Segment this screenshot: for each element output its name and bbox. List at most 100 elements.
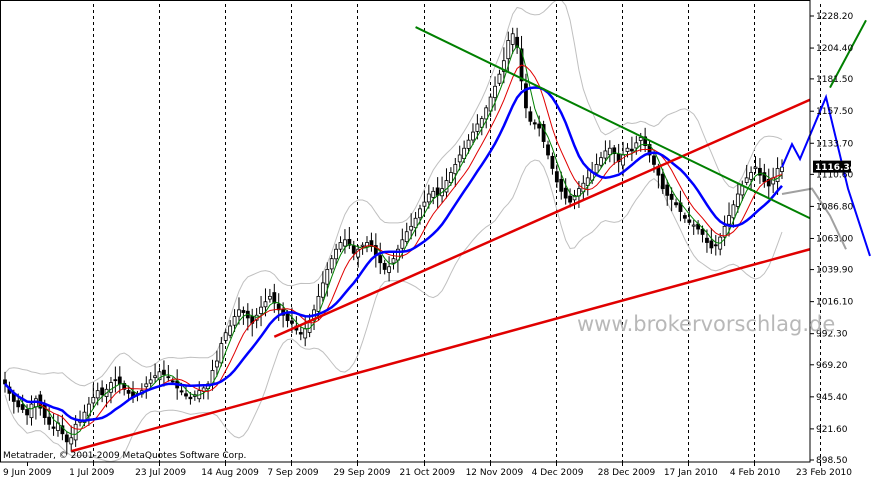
candle-body <box>735 193 740 207</box>
candle <box>568 188 572 208</box>
candle <box>223 329 228 344</box>
candle-body <box>276 303 281 311</box>
candle <box>91 384 96 410</box>
blue-projection-path <box>781 93 871 257</box>
candle <box>409 213 414 240</box>
candle <box>612 144 617 165</box>
candle-body <box>316 295 321 312</box>
candle-body <box>585 177 590 186</box>
candle <box>674 198 678 208</box>
candle-body <box>232 316 237 326</box>
candle <box>493 76 497 111</box>
candle-body <box>471 131 475 141</box>
candle-body <box>603 150 608 159</box>
candle-body <box>413 217 418 229</box>
grid <box>93 4 821 462</box>
x-tick-label: 9 Jun 2009 <box>3 468 52 478</box>
candle-body <box>162 369 166 375</box>
x-tick-label: 4 Dec 2009 <box>532 468 584 478</box>
candle-body <box>47 416 52 425</box>
axes: 9 Jun 2009 1 Jul 2009 23 Jul 2009 14 Aug 20… <box>0 0 856 478</box>
moving-averages <box>4 44 783 435</box>
candle-body <box>625 147 630 152</box>
candle-body <box>338 242 343 250</box>
candle-body <box>568 195 572 203</box>
candle-body <box>431 190 436 198</box>
candle-body <box>462 147 467 159</box>
candle <box>343 229 347 254</box>
candle-body <box>228 325 233 336</box>
candlesticks <box>3 27 784 455</box>
candle-body <box>475 123 480 132</box>
candle-body <box>391 258 396 264</box>
candle-body <box>382 263 387 270</box>
y-tick-label: 945.40 <box>816 393 848 403</box>
candle-body <box>29 403 34 419</box>
candle <box>563 178 568 205</box>
candle-body <box>334 248 339 260</box>
y-tick-label: 969.20 <box>816 361 848 371</box>
candle <box>546 140 550 160</box>
candle-body <box>64 434 69 443</box>
x-tick-label: 12 Nov 2009 <box>466 468 524 478</box>
candle-body <box>109 382 113 393</box>
candle-body <box>687 219 692 223</box>
candle-body <box>780 166 784 172</box>
candle-body <box>607 147 612 156</box>
candle-body <box>351 245 356 254</box>
watermark-text: www.brokervorschlag.de <box>577 312 835 336</box>
candle-body <box>506 40 511 60</box>
candle <box>479 115 484 136</box>
candle-body <box>387 266 391 273</box>
candle-body <box>82 411 87 423</box>
candle-body <box>749 172 753 180</box>
candle <box>629 136 634 162</box>
candle <box>387 256 391 282</box>
candle-body <box>727 215 731 225</box>
candle <box>585 166 590 196</box>
candle <box>365 236 369 253</box>
candle-body <box>559 178 564 192</box>
candle-body <box>418 208 422 219</box>
candle-body <box>453 164 458 175</box>
ma-medium-line <box>4 64 783 430</box>
x-tick-label: 4 Feb 2010 <box>730 468 781 478</box>
candle-body <box>634 142 639 149</box>
candle-body <box>484 107 489 120</box>
candle-body <box>409 225 414 231</box>
candle-body <box>369 240 374 247</box>
candle <box>744 164 749 186</box>
candle-body <box>515 36 520 48</box>
y-tick-label: 1133.70 <box>816 139 853 149</box>
lower-band-line <box>4 159 783 463</box>
candle-body <box>91 396 96 404</box>
candle-body <box>766 179 771 187</box>
candle-body <box>643 136 648 146</box>
candle <box>431 187 436 205</box>
candle-body <box>73 423 78 441</box>
candle <box>687 206 692 226</box>
candle <box>691 219 696 235</box>
candle-body <box>343 239 347 247</box>
candle <box>369 232 374 252</box>
candle-body <box>554 171 559 183</box>
candle-body <box>616 153 621 163</box>
candle-body <box>100 387 105 396</box>
candle <box>404 222 409 246</box>
candle-body <box>532 122 537 125</box>
candle-body <box>775 168 780 182</box>
candle <box>457 145 462 171</box>
candle <box>228 320 233 339</box>
candle <box>497 69 502 86</box>
candle <box>682 212 687 223</box>
candle-body <box>448 172 453 184</box>
candle-body <box>148 379 153 384</box>
candle-body <box>629 148 634 152</box>
candle-body <box>404 231 409 243</box>
candle <box>153 363 158 384</box>
current-price-label: 1116.34 <box>815 163 856 173</box>
candle-body <box>95 390 100 399</box>
upper-band-line <box>4 0 783 387</box>
candle-body <box>166 376 171 379</box>
